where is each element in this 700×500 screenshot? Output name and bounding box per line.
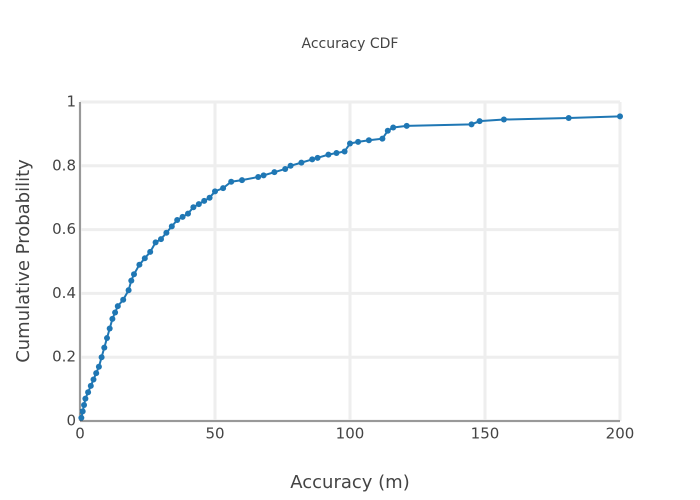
point [282,165,289,172]
point [81,402,88,409]
point [379,135,386,142]
y-tick-label: 1 [66,93,76,111]
point [365,137,372,144]
point [125,287,132,294]
point [201,197,208,204]
point [314,154,321,161]
point [212,188,218,195]
point [355,138,362,145]
y-tick-label: 0 [66,412,76,430]
x-axis-label: Accuracy (m) [290,472,409,493]
point [468,121,475,128]
point [384,127,391,134]
point [90,376,97,383]
point [109,315,116,322]
point [104,335,110,342]
y-tick-label: 0.4 [52,284,76,302]
y-tick-label: 0.8 [52,156,76,174]
point [147,248,154,255]
point [120,296,127,303]
point [617,113,623,120]
y-tick-label: 0.6 [52,220,76,238]
point [390,124,397,131]
point [131,271,137,278]
point [333,150,340,157]
point [93,370,100,377]
point [271,169,278,176]
point [141,255,148,262]
point [347,140,353,147]
point [260,172,267,179]
point [112,309,119,316]
point [228,178,235,185]
point [190,204,197,211]
point [82,395,89,402]
point [79,408,86,415]
point [168,223,175,230]
point [98,354,105,361]
point [152,239,159,246]
point [101,344,108,351]
point [255,173,262,180]
point [85,389,92,396]
y-tick-label: 0.2 [52,348,76,366]
point [287,162,294,169]
point [78,414,85,421]
point [309,156,316,163]
point [136,261,143,268]
point [341,148,348,155]
point [565,114,572,121]
point [476,118,483,125]
point [163,229,170,236]
point [403,122,410,129]
point [114,303,121,310]
point [206,194,213,201]
x-tick-label: 0 [75,425,85,443]
point [128,277,135,284]
chart-title: Accuracy CDF [302,36,399,52]
point [106,325,113,332]
x-tick-label: 100 [336,425,365,443]
x-tick-label: 200 [606,425,635,443]
point [500,116,507,123]
point [185,210,191,217]
point [298,159,305,166]
point [195,201,202,208]
point [325,151,332,158]
x-tick-label: 150 [471,425,500,443]
point [179,213,186,220]
point [174,217,181,224]
point [220,185,227,192]
point [158,236,164,243]
point [87,382,94,389]
x-tick-label: 50 [205,425,224,443]
point [95,363,102,370]
y-axis-label: Cumulative Probability [13,159,34,363]
point [239,177,245,184]
